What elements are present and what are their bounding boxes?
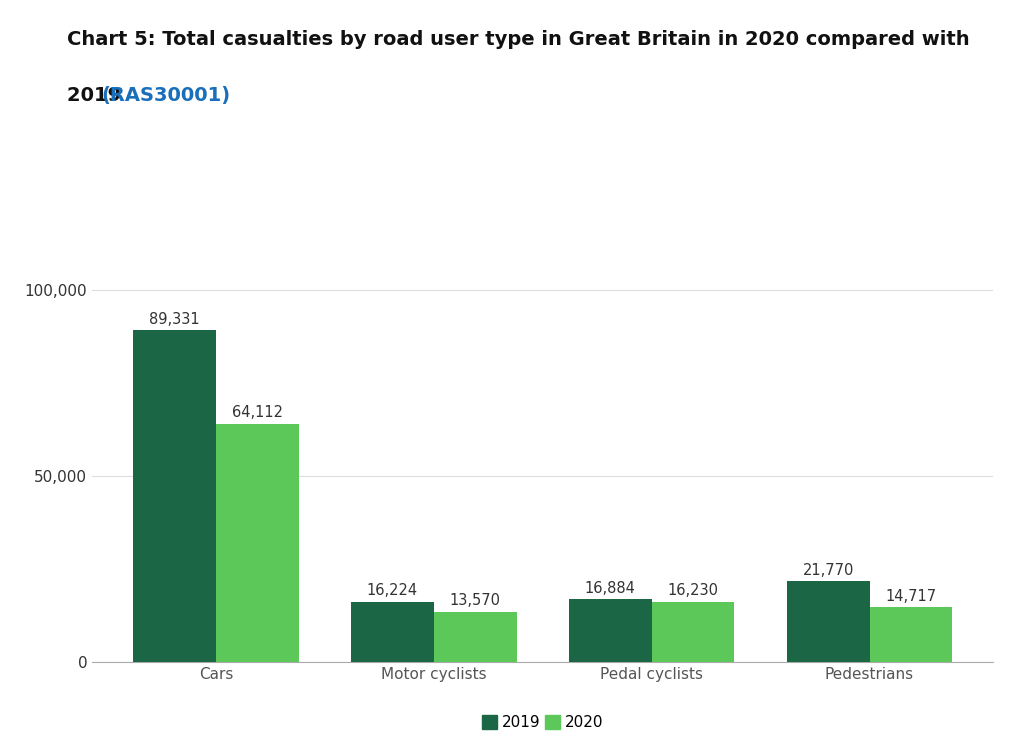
Bar (569, 600, 651, 662)
Text: 13,570: 13,570 (450, 593, 501, 609)
Text: 64,112: 64,112 (231, 405, 283, 420)
Text: 16,230: 16,230 (668, 583, 719, 598)
Bar (434, 612, 516, 662)
Bar (351, 602, 434, 662)
Legend: 2019, 2020: 2019, 2020 (476, 709, 609, 737)
Text: 14,717: 14,717 (886, 589, 937, 604)
Text: (RAS30001): (RAS30001) (101, 86, 230, 105)
Bar (786, 581, 869, 662)
Text: 89,331: 89,331 (150, 312, 200, 327)
Text: 16,224: 16,224 (367, 583, 418, 598)
Bar (651, 602, 734, 662)
Text: 21,770: 21,770 (803, 562, 854, 578)
Bar (133, 330, 216, 662)
Bar (216, 423, 299, 662)
Text: 2019: 2019 (67, 86, 127, 105)
Text: Chart 5: Total casualties by road user type in Great Britain in 2020 compared wi: Chart 5: Total casualties by road user t… (67, 30, 969, 49)
Bar (869, 607, 952, 662)
Text: 16,884: 16,884 (585, 581, 636, 596)
